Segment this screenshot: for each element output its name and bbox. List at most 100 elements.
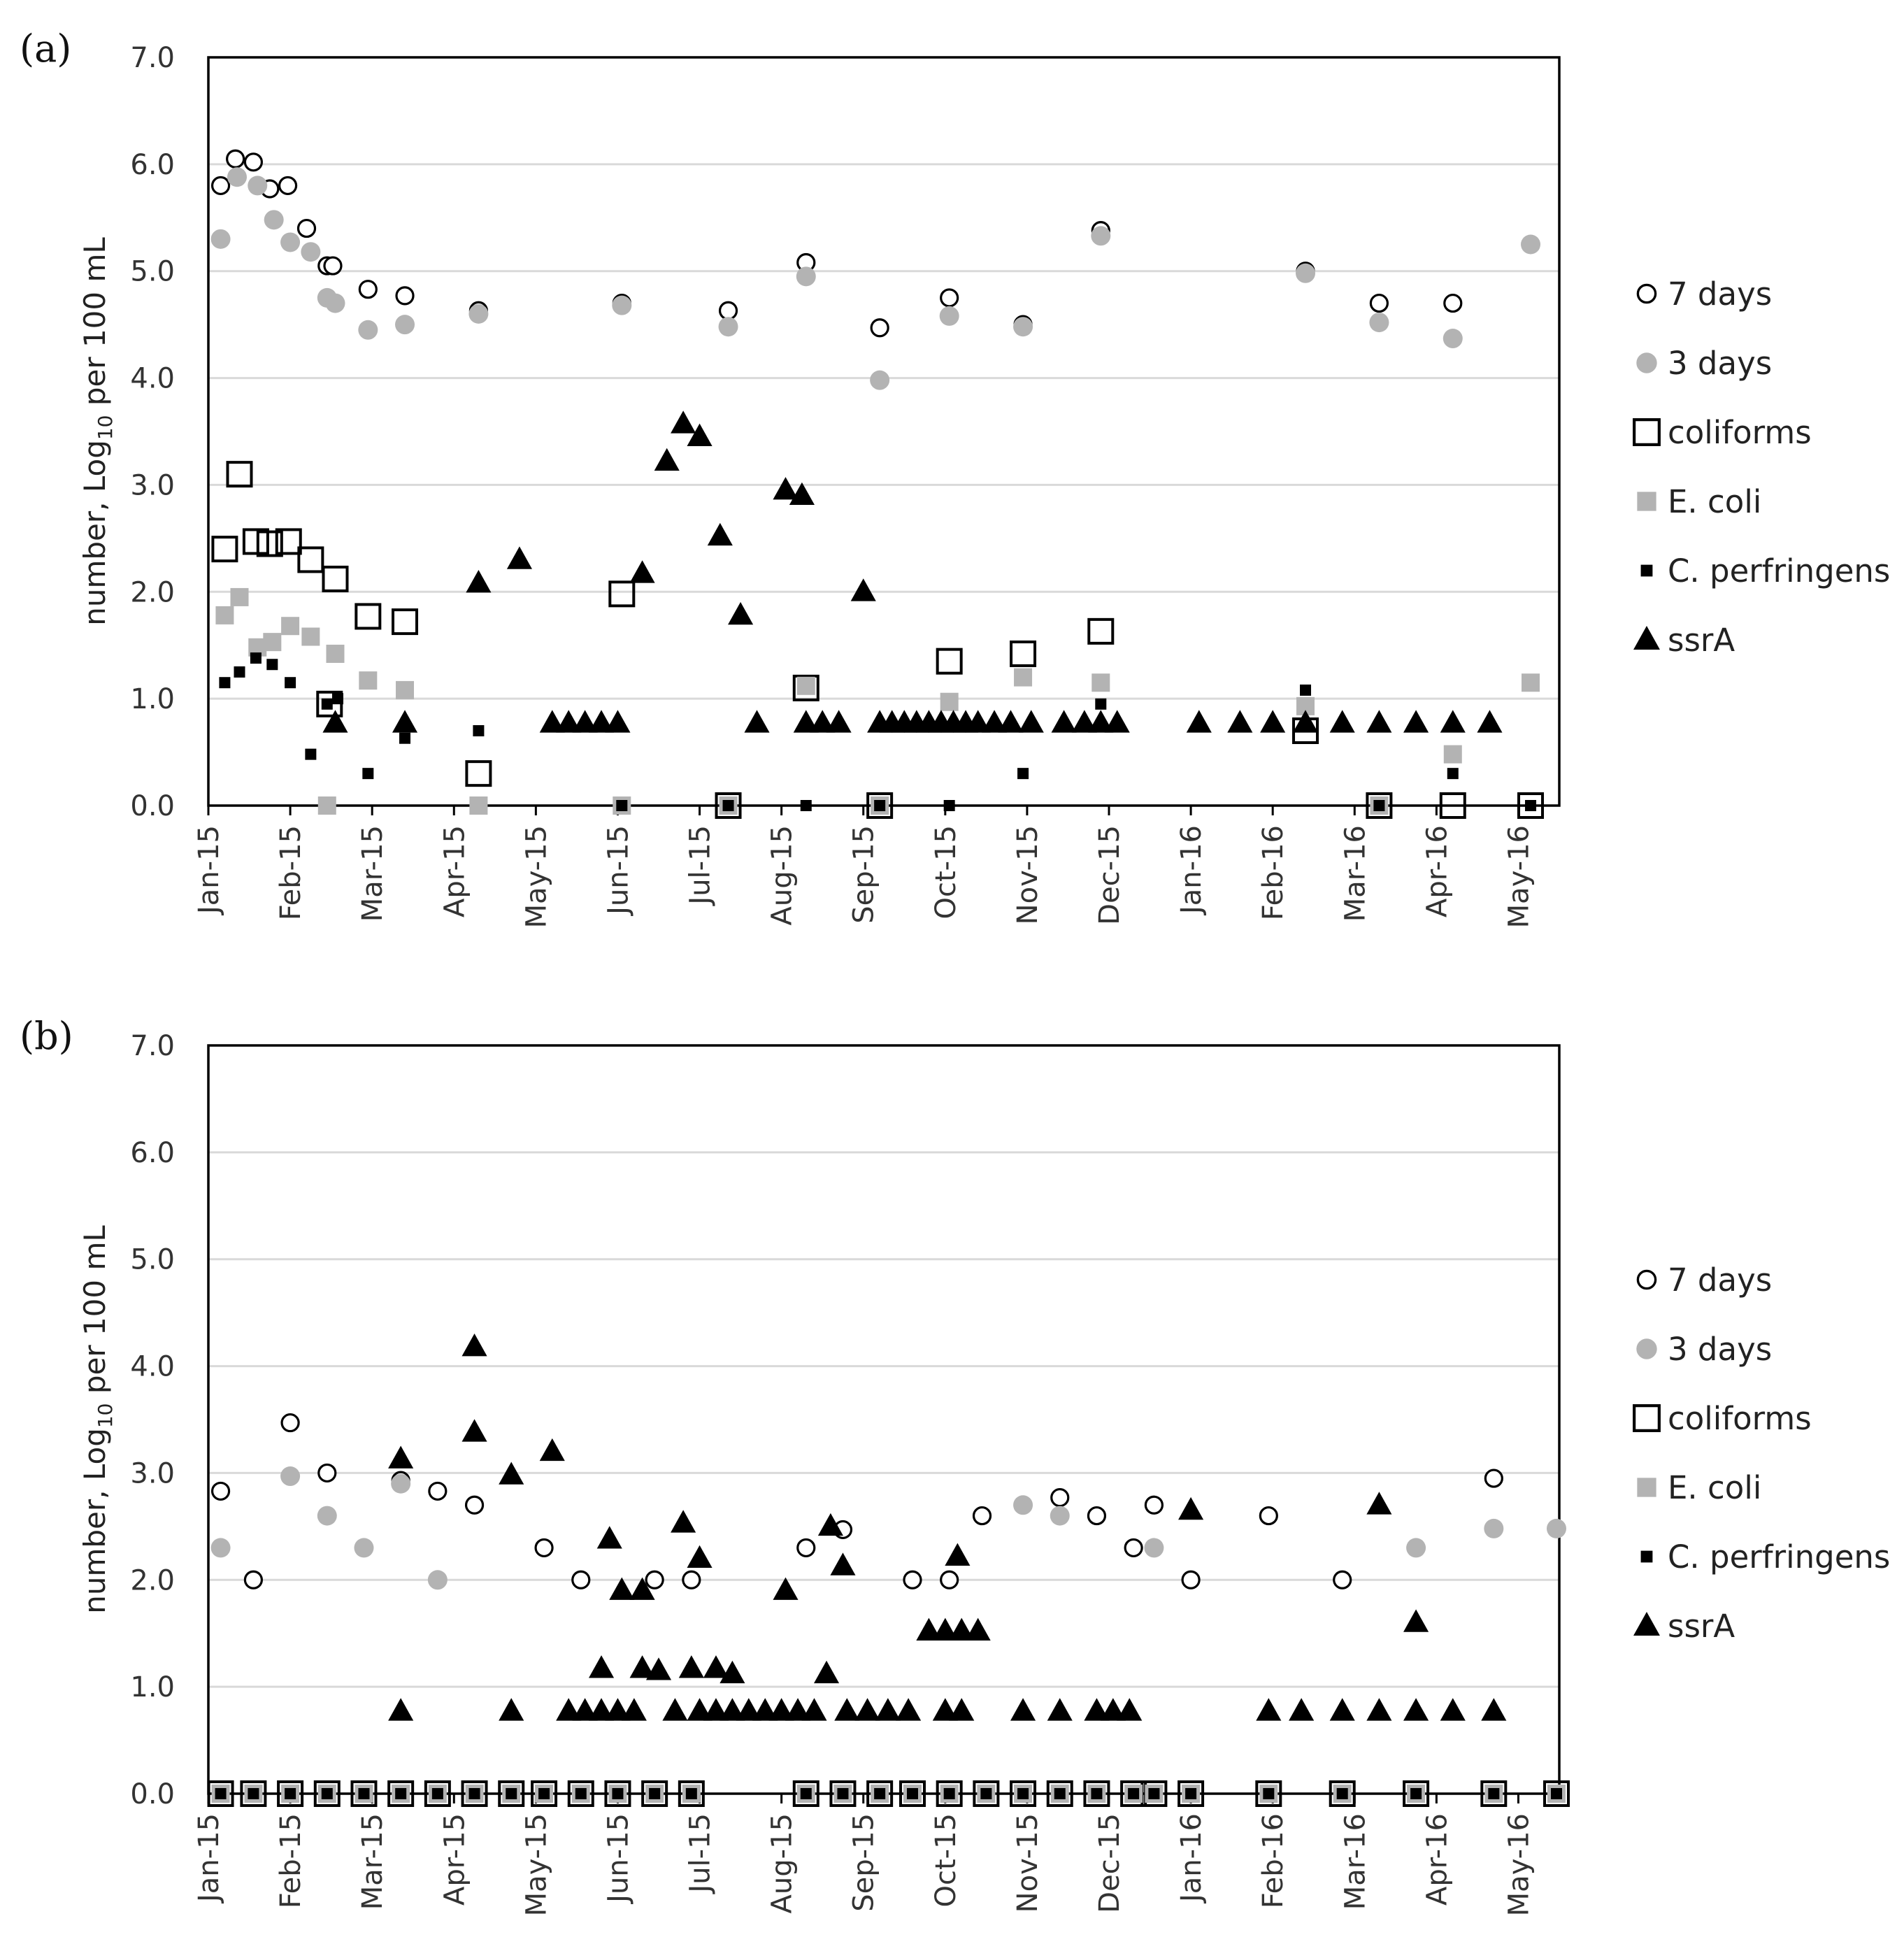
data-point [332,693,344,705]
data-point [461,1419,487,1442]
data-point [641,1780,668,1807]
data-point [1484,1468,1503,1488]
data-point [1440,710,1466,733]
data-point [250,652,262,664]
data-point [317,1463,337,1483]
data-point [281,617,300,636]
legend-marker [1636,352,1657,373]
series-c-perfringens [219,652,1537,811]
legend-marker [1637,492,1656,511]
data-point [395,286,415,306]
data-point [906,1788,918,1799]
data-point [1148,1788,1160,1799]
data-point [834,1698,860,1721]
data-point [210,229,231,249]
legend-marker [1633,418,1661,446]
y-tick-label: 3.0 [130,469,175,501]
legend-marker [1640,564,1653,577]
legend-marker [1633,1612,1660,1636]
data-point [301,242,321,262]
data-point [1144,1538,1164,1558]
data-point [301,627,320,646]
data-point [588,710,615,733]
data-point [687,1545,713,1568]
data-point [1010,640,1037,667]
data-point [1185,1788,1197,1799]
y-tick-label: 0.0 [130,790,175,822]
data-point [1263,1788,1275,1799]
data-point [1329,1780,1356,1807]
panel-label-b: (b) [20,1014,73,1058]
y-tick-label: 4.0 [130,363,175,395]
data-point [431,1788,443,1799]
data-point [1014,668,1033,687]
data-point [313,1780,341,1807]
data-point [1010,1780,1037,1807]
data-point [321,1788,333,1799]
x-tick-label: Apr-16 [1421,825,1453,917]
data-point [1443,293,1463,313]
data-point [538,1788,550,1799]
data-point [1443,329,1463,349]
data-point [1477,710,1503,733]
legend-marker [1633,626,1660,650]
data-point [266,659,278,671]
data-point [275,528,302,555]
data-point [629,1655,655,1678]
series-3-days [210,167,1541,390]
data-point [1013,1495,1033,1515]
data-point [1178,1496,1204,1520]
x-tick-label: Oct-15 [930,1813,962,1908]
data-point [424,1780,451,1807]
data-point [1178,1780,1205,1807]
data-point [256,530,283,557]
data-point [1329,710,1355,733]
data-point [1517,792,1545,819]
data-point [1543,1780,1570,1807]
data-point [829,1780,857,1807]
data-point [687,423,713,446]
data-point [612,1788,624,1799]
data-point [608,580,636,608]
data-point [1084,1698,1110,1721]
data-point [1300,684,1312,696]
y-tick-label: 7.0 [130,42,175,74]
series-7-days [210,1413,1566,1589]
data-point [654,448,680,471]
data-point [1051,710,1077,733]
data-point [605,1698,631,1721]
legend-label: ssrA [1668,622,1735,659]
legend-label: 3 days [1668,345,1772,382]
data-point [243,1570,263,1589]
legend-label: E. coli [1668,1469,1761,1506]
series-7-days [210,149,1540,338]
data-point [817,1513,843,1536]
data-point [662,1698,688,1721]
data-point [210,176,231,196]
data-point [264,210,284,230]
y-tick-label: 6.0 [130,1137,175,1169]
data-point [285,677,296,689]
series-ssra [322,410,1503,733]
data-point [1480,1780,1508,1807]
legend-marker [1636,283,1657,304]
data-point [387,1780,415,1807]
x-tick-label: Jul-15 [685,825,717,907]
legend-label: 7 days [1668,276,1772,313]
x-tick-label: Dec-15 [1094,1813,1126,1913]
y-tick-label: 6.0 [130,149,175,181]
data-point [296,218,317,238]
y-tick-label: 7.0 [130,1030,175,1062]
x-tick-label: Jun-15 [602,1813,634,1905]
data-point [1336,1788,1348,1799]
data-point [649,1788,661,1799]
data-point [796,266,816,287]
data-point [575,1788,587,1799]
data-point [752,1698,778,1721]
data-point [813,1660,840,1684]
data-point [350,1780,378,1807]
data-point [399,732,411,744]
data-point [354,1538,374,1558]
x-tick-label: Sep-15 [848,825,880,924]
legend: 7 days 3 days coliforms E. coli C. perfringe… [1633,276,1890,659]
